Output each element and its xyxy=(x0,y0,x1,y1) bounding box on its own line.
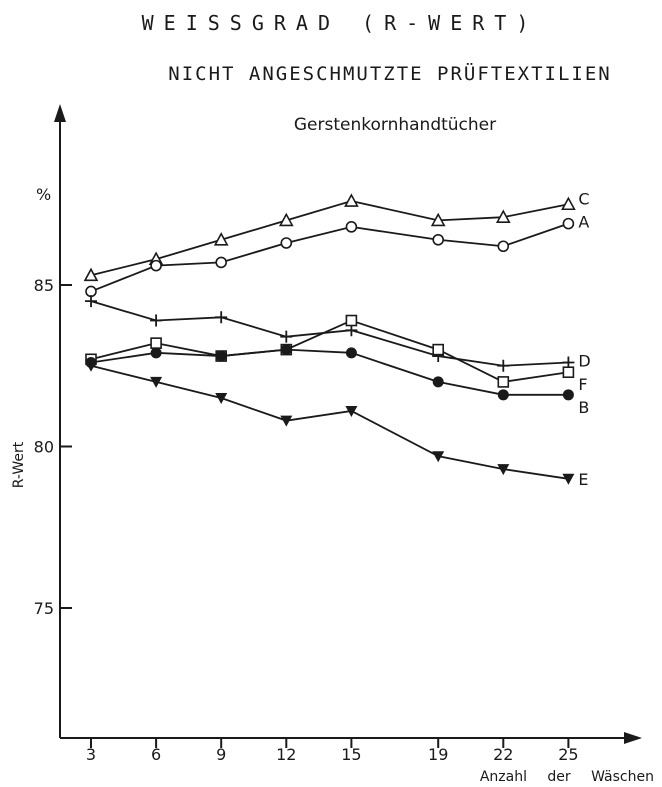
data-point xyxy=(432,343,445,356)
y-tick-label: 80 xyxy=(34,438,54,457)
data-point xyxy=(280,330,293,343)
y-axis-arrow xyxy=(54,104,66,122)
series-A: A xyxy=(85,213,589,298)
data-point xyxy=(495,209,511,223)
data-point xyxy=(561,196,576,211)
series-line xyxy=(90,222,569,293)
data-point xyxy=(215,311,228,324)
series-label: F xyxy=(578,375,587,394)
series-layer: CA DFB E xyxy=(83,189,591,489)
data-point xyxy=(150,337,162,349)
data-point xyxy=(345,405,358,417)
data-point xyxy=(345,221,358,233)
series-label: B xyxy=(578,398,589,417)
series-line xyxy=(90,319,569,383)
data-point xyxy=(280,237,293,249)
data-point xyxy=(562,217,575,230)
data-point xyxy=(344,193,359,207)
y-unit-label: % xyxy=(36,185,51,204)
data-point xyxy=(497,376,510,388)
data-point xyxy=(345,347,357,359)
x-tick-label: 19 xyxy=(428,745,448,764)
data-point xyxy=(213,232,229,246)
series-D: D xyxy=(85,295,591,372)
data-point xyxy=(215,393,228,405)
data-point xyxy=(215,256,227,269)
x-tick-label: 15 xyxy=(341,745,361,764)
x-tick-label: 12 xyxy=(276,745,296,764)
data-point xyxy=(562,366,575,379)
data-point xyxy=(83,267,99,282)
y-tick-label: 75 xyxy=(34,599,54,618)
series-line xyxy=(90,348,569,396)
data-point xyxy=(345,314,358,327)
y-tick-label: 85 xyxy=(34,276,54,295)
data-point xyxy=(432,233,445,246)
axes: % R-Wert Anzahl der Wäschen xyxy=(11,104,654,785)
data-point xyxy=(150,259,162,272)
series-label: A xyxy=(578,213,589,232)
chart-subtitle: NICHT ANGESCHMUTZTE PRÜFTEXTILIEN xyxy=(168,62,612,85)
series-label: E xyxy=(578,470,588,489)
data-point xyxy=(562,473,575,485)
y-axis-label: R-Wert xyxy=(11,441,27,488)
data-point xyxy=(85,360,97,372)
x-tick-label: 3 xyxy=(86,745,96,764)
chart-title: WEISSGRAD (R-WERT) xyxy=(142,11,539,35)
data-point xyxy=(85,285,97,298)
data-point xyxy=(497,240,510,253)
data-point xyxy=(280,344,292,356)
data-point xyxy=(85,295,97,308)
data-point xyxy=(150,347,162,359)
series-label: D xyxy=(578,352,590,371)
data-point xyxy=(150,314,163,327)
data-point xyxy=(562,389,574,401)
series-line xyxy=(90,300,569,367)
chart-caption: Gerstenkornhandtücher xyxy=(294,115,496,135)
data-point xyxy=(497,464,510,476)
series-label: C xyxy=(578,189,589,208)
series-line xyxy=(90,364,569,480)
data-point xyxy=(497,359,510,372)
x-tick-label: 22 xyxy=(493,745,513,764)
data-point xyxy=(280,415,293,427)
data-point xyxy=(215,350,227,362)
x-tick-label: 6 xyxy=(151,745,161,764)
data-point xyxy=(278,212,294,227)
data-point xyxy=(432,451,445,463)
data-point xyxy=(430,212,446,227)
data-point xyxy=(497,389,509,401)
ticks: 3 6 9 12 15 19 22 25 75 80 85 xyxy=(34,276,579,764)
data-point xyxy=(150,376,163,388)
x-tick-label: 9 xyxy=(216,745,226,764)
chart-titles: WEISSGRAD (R-WERT) NICHT ANGESCHMUTZTE P… xyxy=(142,11,612,135)
data-point xyxy=(432,376,444,388)
series-E: E xyxy=(85,360,589,489)
x-axis-arrow xyxy=(624,732,642,744)
x-tick-label: 25 xyxy=(558,745,578,764)
x-axis-label: Anzahl der Wäschen xyxy=(480,769,654,785)
series-line xyxy=(90,200,569,277)
